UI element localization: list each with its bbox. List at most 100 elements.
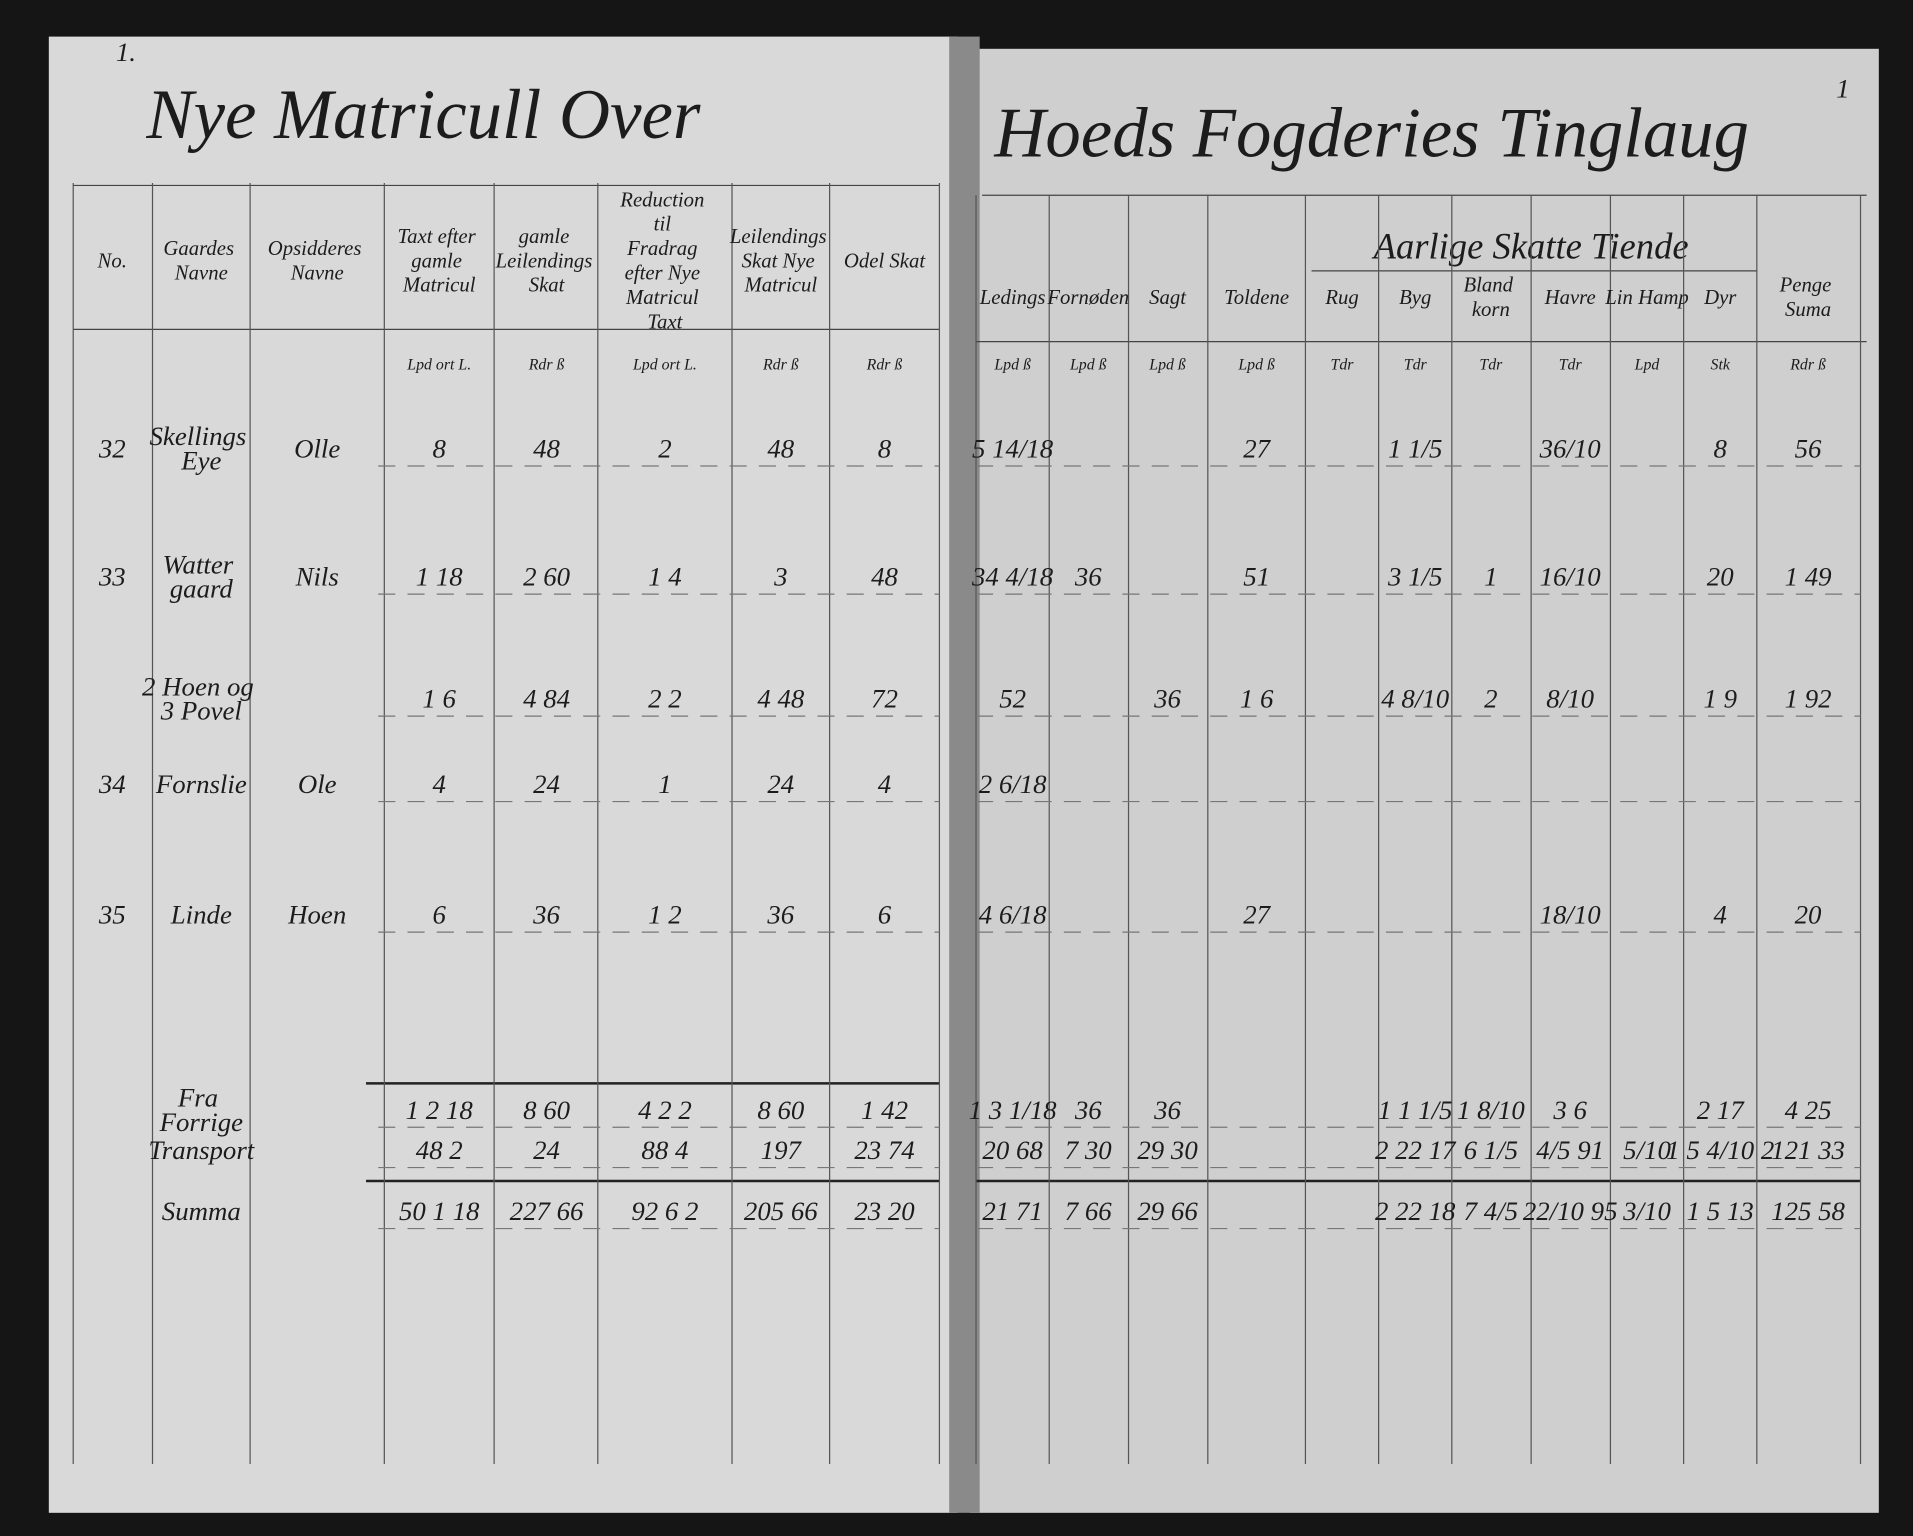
total-value: 23 74: [854, 1135, 914, 1165]
cell-value: 6: [878, 900, 892, 930]
cell-value: 1 6: [422, 684, 456, 714]
cell-value: 1 9: [1703, 684, 1737, 714]
cell-value: 2 6/18: [979, 769, 1047, 799]
total-value: 1 8/10: [1457, 1095, 1525, 1125]
total-value: 50 1 18: [399, 1196, 480, 1226]
cell-value: 72: [871, 684, 898, 714]
total-value: 24: [533, 1135, 560, 1165]
column-header: Lin Hamp: [1604, 287, 1689, 309]
cell-value: 4: [433, 769, 446, 799]
column-header: Sagt: [1149, 287, 1187, 309]
total-value: 121 33: [1771, 1135, 1845, 1165]
column-header: Dyr: [1703, 287, 1737, 309]
cell-value: 1 18: [416, 562, 464, 592]
cell-value: 32: [98, 434, 126, 464]
total-value: 21 71: [982, 1196, 1042, 1226]
column-header: gamle Leilendings Skat: [495, 226, 598, 297]
total-value: 20 68: [982, 1135, 1043, 1165]
cell-value: 1 4: [648, 562, 682, 592]
farm-name: Summa: [162, 1196, 241, 1226]
farm-name: Linde: [170, 900, 232, 930]
total-value: 1 1 1/5: [1378, 1095, 1453, 1125]
total-value: 4/5 91: [1536, 1135, 1604, 1165]
cell-value: 2 2: [648, 684, 682, 714]
unit-label: Rdr ß: [866, 357, 903, 374]
total-value: 7 66: [1065, 1196, 1113, 1226]
unit-label: Rdr ß: [762, 357, 799, 374]
cell-value: Ole: [298, 769, 337, 799]
cell-value: 36: [1074, 562, 1102, 592]
cell-value: 48: [767, 434, 794, 464]
spine: [949, 36, 980, 1513]
total-value: 3 6: [1552, 1095, 1587, 1125]
cell-value: 52: [999, 684, 1026, 714]
unit-label: Tdr: [1479, 357, 1503, 374]
column-header: Fornøden: [1046, 287, 1129, 309]
cell-value: 4 84: [523, 684, 570, 714]
cell-value: 20: [1707, 562, 1734, 592]
cell-value: 3: [773, 562, 787, 592]
total-value: 29 66: [1137, 1196, 1198, 1226]
total-value: 7 30: [1065, 1135, 1113, 1165]
cell-value: 48: [871, 562, 898, 592]
total-value: 4 2 2: [638, 1095, 692, 1125]
cell-value: 1 92: [1785, 684, 1832, 714]
column-header: Opsidderes Navne: [268, 238, 367, 284]
column-header: Leilendings Skat Nye Matricul: [729, 226, 832, 297]
unit-label: Rdr ß: [528, 357, 565, 374]
total-value: 22/10 95: [1523, 1196, 1618, 1226]
total-value: 4 25: [1785, 1095, 1832, 1125]
farm-name: Skellings Eye: [150, 421, 254, 475]
column-header: Odel Skat: [844, 250, 926, 272]
cell-value: 4: [878, 769, 891, 799]
total-value: 1 2 18: [406, 1095, 474, 1125]
unit-label: Lpd ß: [1069, 357, 1107, 374]
group-header: Aarlige Skatte Tiende: [1372, 226, 1689, 267]
cell-value: 3 1/5: [1387, 562, 1442, 592]
total-value: 1 5 13: [1687, 1196, 1754, 1226]
cell-value: 24: [533, 769, 560, 799]
column-header: Havre: [1544, 287, 1596, 309]
farm-name: Fra Forrige: [159, 1083, 244, 1137]
cell-value: 1: [658, 769, 671, 799]
unit-label: Lpd ß: [1148, 357, 1186, 374]
total-value: 227 66: [510, 1196, 584, 1226]
cell-value: 56: [1795, 434, 1822, 464]
total-value: 1 5 4/10 2: [1666, 1135, 1774, 1165]
farm-name: Transport: [148, 1135, 254, 1165]
unit-label: Lpd ort L.: [632, 357, 697, 374]
total-value: 1 3 1/18: [969, 1095, 1058, 1125]
total-value: 2 17: [1697, 1095, 1746, 1125]
unit-label: Lpd ß: [993, 357, 1031, 374]
total-value: 8 60: [523, 1095, 571, 1125]
farm-name: Fornslie: [155, 769, 247, 799]
total-value: 2 22 17: [1375, 1135, 1457, 1165]
column-header: Byg: [1399, 287, 1431, 309]
cell-value: 2: [1484, 684, 1497, 714]
cell-value: 1: [1484, 562, 1497, 592]
cell-value: 6: [433, 900, 447, 930]
cell-value: 36: [1153, 684, 1181, 714]
column-header: Rug: [1324, 287, 1358, 309]
cell-value: 18/10: [1540, 900, 1602, 930]
cell-value: 34: [98, 769, 126, 799]
unit-label: Tdr: [1559, 357, 1583, 374]
total-value: 3/10: [1622, 1196, 1671, 1226]
column-header: Gaardes Navne: [163, 238, 239, 284]
right-sheet: [969, 48, 1879, 1513]
total-value: 7 4/5: [1464, 1196, 1518, 1226]
cell-value: 8/10: [1546, 684, 1594, 714]
page-number: 1.: [116, 37, 136, 67]
farm-name: Watter gaard: [163, 549, 240, 603]
column-header: Bland korn: [1464, 274, 1519, 320]
column-header: Ledings: [979, 287, 1046, 309]
unit-label: Tdr: [1404, 357, 1428, 374]
total-value: 6 1/5: [1464, 1135, 1518, 1165]
left-sheet: [48, 36, 958, 1513]
cell-value: 2: [658, 434, 671, 464]
column-header: Reduction til Fradrag efter Nye Matricul…: [619, 189, 709, 333]
column-header: No.: [97, 250, 127, 272]
total-value: 36: [1074, 1095, 1102, 1125]
